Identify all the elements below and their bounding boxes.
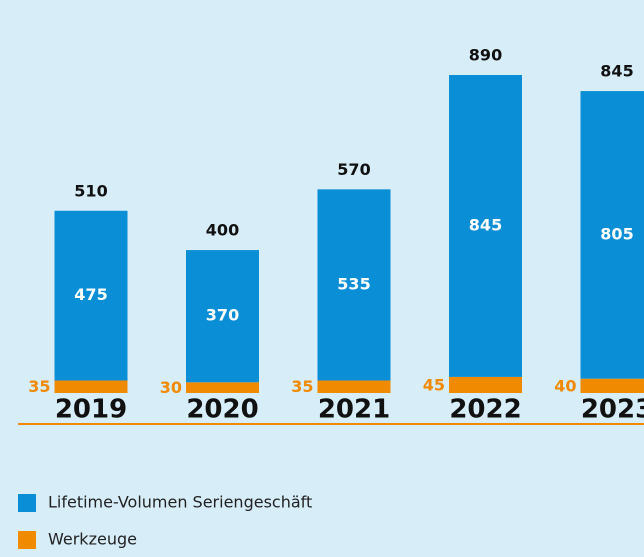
bar-segment (317, 380, 391, 393)
bar-segment (580, 378, 644, 393)
value-label: 370 (206, 306, 239, 325)
category-underline (544, 423, 644, 425)
bar-segment (449, 376, 522, 393)
category-underline (149, 423, 296, 425)
bar-segment (54, 380, 128, 393)
total-label: 510 (74, 181, 107, 200)
bar-segment (186, 382, 259, 393)
category-underline (281, 423, 427, 425)
total-label: 570 (337, 160, 370, 179)
legend-swatch (18, 494, 36, 512)
bar-segment (54, 210, 128, 381)
legend-label: Werkzeuge (48, 530, 137, 549)
total-label: 890 (469, 46, 502, 65)
value-label: 475 (74, 285, 107, 304)
value-label: 805 (600, 224, 633, 243)
legend-swatch (18, 531, 36, 549)
x-tick-label: 2022 (449, 395, 521, 425)
value-label: 35 (28, 377, 50, 396)
category-underline (18, 423, 164, 425)
bar-segment (186, 250, 259, 383)
total-label: 400 (206, 221, 239, 240)
bar-segment (580, 91, 644, 379)
value-label: 535 (337, 274, 370, 293)
bar-segment (449, 75, 522, 377)
category-underline (412, 423, 559, 425)
value-label: 45 (423, 375, 445, 394)
value-label: 35 (291, 377, 313, 396)
x-tick-label: 2020 (186, 395, 258, 425)
value-label: 845 (469, 215, 502, 234)
x-tick-label: 2021 (318, 395, 390, 425)
value-label: 40 (554, 376, 576, 395)
bar-segment (317, 189, 391, 381)
legend-label: Lifetime-Volumen Seriengeschäft (48, 493, 312, 512)
total-label: 845 (600, 62, 633, 81)
x-tick-label: 2023 (581, 395, 644, 425)
value-label: 30 (160, 378, 182, 397)
x-tick-label: 2019 (55, 395, 127, 425)
